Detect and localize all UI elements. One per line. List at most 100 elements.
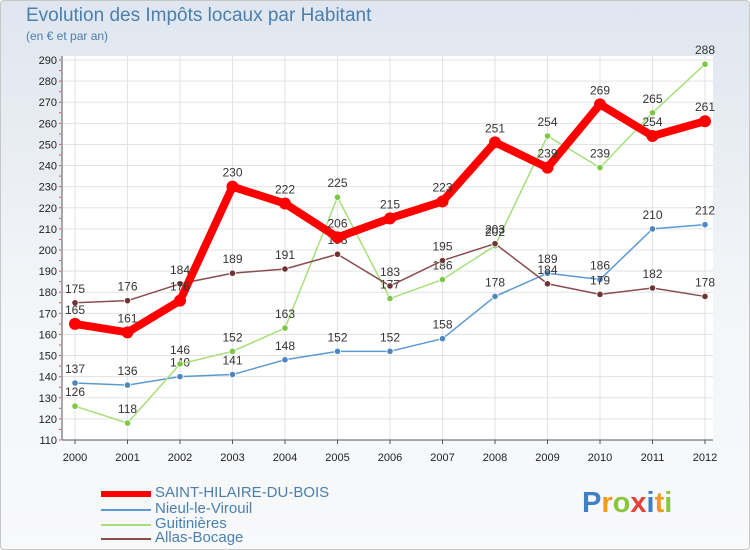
y-tick-label: 150 [39,351,57,363]
data-point-nieul-le-virouil [701,221,709,229]
x-tick-label: 2009 [535,452,559,464]
data-point-saint-hilaire-du-bois [436,195,449,208]
x-tick-label: 2008 [483,452,507,464]
y-tick-label: 290 [39,55,57,67]
data-label-guitinieres: 163 [275,307,295,321]
data-point-allas-bocage [71,299,79,307]
data-point-nieul-le-virouil [123,381,132,389]
data-point-guitinieres [228,347,237,355]
data-label-saint-hilaire-du-bois: 176 [170,280,190,294]
data-point-saint-hilaire-du-bois [594,98,606,111]
y-tick-label: 190 [39,266,57,278]
x-tick-label: 2011 [641,452,665,464]
data-point-saint-hilaire-du-bois [121,326,134,339]
y-tick-label: 220 [39,203,57,215]
data-point-allas-bocage [438,256,447,265]
data-point-guitinieres [596,164,604,172]
y-tick-label: 250 [39,139,57,151]
data-label-nieul-le-virouil: 178 [485,275,505,289]
data-point-guitinieres [438,275,447,284]
logo-letter: i [646,487,655,519]
data-label-allas-bocage: 182 [642,267,662,281]
data-label-nieul-le-virouil: 186 [590,259,610,273]
data-point-saint-hilaire-du-bois [646,130,659,142]
data-point-allas-bocage [176,280,184,288]
data-point-guitinieres [281,324,289,332]
logo-letter: P [582,487,602,519]
data-label-saint-hilaire-du-bois: 269 [590,83,610,97]
data-point-allas-bocage [491,240,499,248]
data-point-saint-hilaire-du-bois [69,317,81,330]
y-tick-label: 240 [39,161,57,173]
data-label-guitinieres: 239 [590,147,610,161]
data-point-guitinieres [543,132,552,140]
data-point-saint-hilaire-du-bois [174,294,186,307]
data-point-nieul-le-virouil [176,373,184,381]
data-point-guitinieres [648,109,657,117]
data-point-nieul-le-virouil [491,292,499,301]
plot-area [62,56,713,440]
data-label-allas-bocage: 195 [432,240,452,254]
data-point-allas-bocage [123,297,132,305]
y-tick-label: 210 [39,224,57,236]
data-label-allas-bocage: 183 [380,265,400,279]
data-point-allas-bocage [228,269,237,277]
data-label-guitinieres: 202 [485,225,505,239]
data-label-saint-hilaire-du-bois: 251 [485,121,505,135]
data-label-nieul-le-virouil: 212 [695,204,715,218]
data-label-saint-hilaire-du-bois: 161 [117,311,137,325]
x-tick-label: 2001 [115,452,139,464]
x-tick-label: 2006 [378,452,402,464]
data-point-allas-bocage [543,280,552,288]
data-label-saint-hilaire-du-bois: 215 [380,197,400,211]
data-point-allas-bocage [648,284,657,292]
data-point-nieul-le-virouil [386,347,394,355]
y-tick-label: 160 [39,329,57,341]
data-point-guitinieres [71,402,79,410]
x-tick-label: 2007 [430,452,454,464]
data-point-nieul-le-virouil [333,347,342,355]
y-tick-label: 110 [39,435,57,447]
data-label-saint-hilaire-du-bois: 223 [432,180,452,194]
data-point-guitinieres [701,60,709,68]
data-point-guitinieres [123,419,132,427]
data-label-allas-bocage: 184 [537,263,557,277]
data-label-nieul-le-virouil: 136 [117,364,137,378]
data-point-saint-hilaire-du-bois [384,212,396,225]
x-tick-label: 2005 [325,452,349,464]
y-tick-label: 280 [39,76,57,88]
data-label-nieul-le-virouil: 210 [642,208,662,222]
x-tick-label: 2003 [220,452,244,464]
proxiti-logo: Proxiti [582,487,672,520]
y-tick-label: 200 [39,245,57,257]
data-point-saint-hilaire-du-bois [331,231,344,244]
data-label-nieul-le-virouil: 137 [65,362,85,376]
data-point-allas-bocage [701,292,709,301]
data-point-nieul-le-virouil [648,225,657,233]
data-point-guitinieres [386,294,394,303]
data-point-nieul-le-virouil [596,275,604,284]
data-point-allas-bocage [333,250,342,258]
data-label-nieul-le-virouil: 148 [275,339,295,353]
legend-swatch [101,538,151,540]
data-label-guitinieres: 254 [537,115,557,129]
data-label-guitinieres: 118 [118,402,137,416]
data-label-nieul-le-virouil: 152 [380,330,400,344]
data-label-guitinieres: 265 [642,92,662,106]
data-label-nieul-le-virouil: 189 [537,252,557,266]
data-label-allas-bocage: 178 [695,275,715,289]
data-point-nieul-le-virouil [543,269,552,277]
data-label-guitinieres: 288 [695,43,715,57]
data-label-nieul-le-virouil: 158 [432,318,452,332]
data-point-guitinieres [333,193,342,201]
data-label-guitinieres: 152 [222,330,242,344]
data-point-saint-hilaire-du-bois [279,197,291,210]
legend-label: SAINT-HILAIRE-DU-BOIS [155,484,330,501]
data-label-saint-hilaire-du-bois: 206 [327,216,347,230]
data-label-nieul-le-virouil: 141 [222,354,242,368]
data-label-saint-hilaire-du-bois: 261 [695,100,715,114]
logo-letter: o [612,487,631,519]
data-point-guitinieres [176,360,184,368]
data-label-guitinieres: 186 [432,259,452,273]
legend-swatch [101,524,151,526]
